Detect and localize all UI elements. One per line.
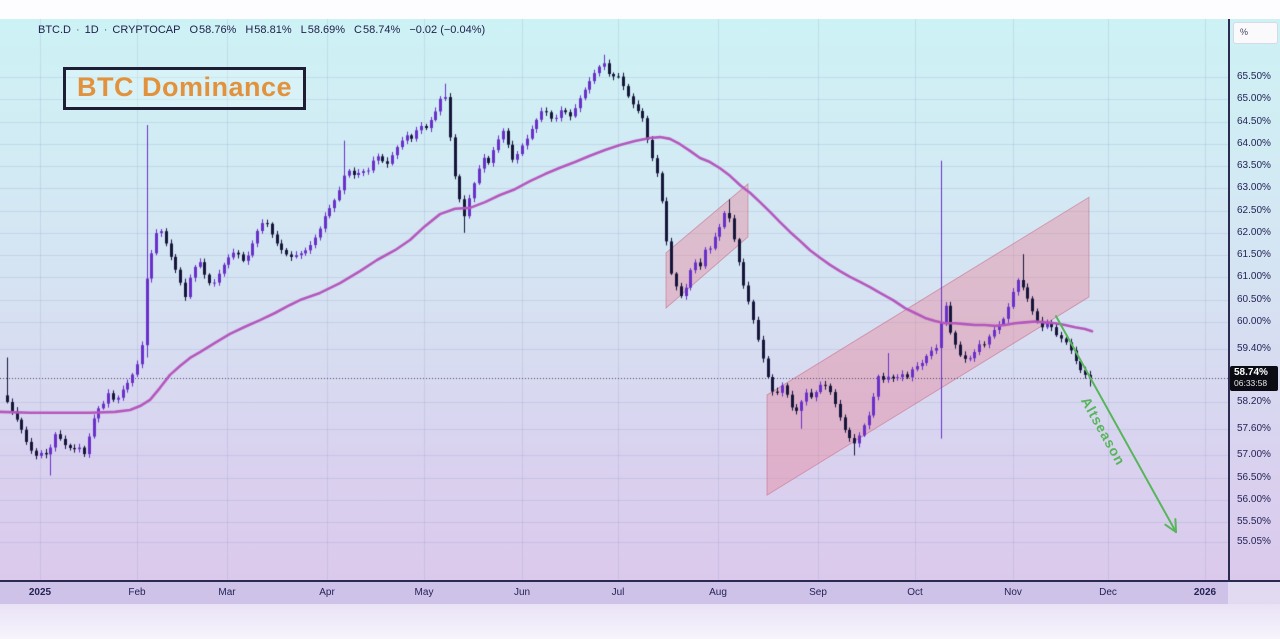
- time-axis[interactable]: 2025 Feb Mar Apr May Jun Jul Aug Sep Oct Nov Dec 202…: [0, 580, 1228, 604]
- price-axis[interactable]: % 58.74% 06:33:58 65.50% 65.00% 64.50% 64.0…: [1228, 19, 1280, 580]
- low-value: 58.69%: [307, 24, 346, 36]
- open-value: 58.76%: [199, 24, 237, 36]
- month-tick-label: 2025: [28, 587, 52, 598]
- price-tick-label: 55.50%: [1237, 516, 1271, 528]
- axis-corner: [1228, 580, 1280, 604]
- low-label: L: [300, 24, 307, 36]
- last-price-value: 58.74%: [1234, 367, 1268, 378]
- price-tick-label: 60.50%: [1237, 293, 1271, 305]
- price-tick-label: 59.40%: [1237, 342, 1271, 354]
- separator-dot: ·: [103, 24, 108, 36]
- price-tick-label: 60.00%: [1237, 315, 1271, 327]
- price-tick-label: 62.50%: [1237, 204, 1271, 216]
- last-price-badge: 58.74% 06:33:58: [1230, 366, 1278, 391]
- month-tick-label: Nov: [1004, 587, 1022, 598]
- price-tick-label: 61.00%: [1237, 271, 1271, 283]
- price-tick-label: 64.50%: [1237, 115, 1271, 127]
- chart-title-annotation[interactable]: BTC Dominance: [63, 67, 307, 110]
- price-tick-label: 57.00%: [1237, 449, 1271, 461]
- price-tick-label: 58.20%: [1237, 396, 1271, 408]
- symbol-name[interactable]: BTC.D: [38, 24, 71, 36]
- high-label: H: [245, 24, 254, 36]
- month-tick-label: Dec: [1099, 587, 1117, 598]
- close-value: 58.74%: [363, 24, 401, 36]
- price-tick-label: 64.00%: [1237, 137, 1271, 149]
- high-value: 58.81%: [254, 24, 292, 36]
- month-tick-label: 2026: [1193, 587, 1217, 598]
- separator-dot: ·: [76, 24, 80, 36]
- price-tick-label: 61.50%: [1237, 249, 1271, 261]
- bar-countdown: 06:33:58: [1234, 378, 1268, 388]
- price-tick-label: 56.00%: [1237, 494, 1271, 505]
- exchange-name[interactable]: CRYPTOCAP: [112, 24, 181, 36]
- month-tick-label: Apr: [319, 587, 335, 598]
- month-tick-label: Mar: [218, 587, 236, 598]
- price-tick-label: 63.00%: [1237, 182, 1271, 194]
- month-tick-label: Oct: [907, 587, 923, 598]
- price-tick-label: 57.60%: [1237, 422, 1271, 434]
- open-label: O: [189, 24, 199, 36]
- month-tick-label: Feb: [128, 587, 146, 598]
- price-tick-label: 56.50%: [1237, 471, 1271, 483]
- month-tick-label: May: [414, 587, 434, 598]
- month-tick-label: Jul: [611, 587, 625, 598]
- price-tick-label: 63.50%: [1237, 160, 1271, 172]
- percent-scale-button[interactable]: %: [1233, 22, 1278, 44]
- month-tick-label: Aug: [709, 587, 727, 598]
- window-top-strip: [0, 0, 1280, 19]
- symbol-info-bar: BTC.D · 1D · CRYPTOCAP O58.76% H58.81% L58.69% C…: [38, 24, 485, 37]
- month-tick-label: Sep: [809, 587, 827, 598]
- price-tick-label: 65.00%: [1237, 93, 1271, 105]
- price-tick-label: 62.00%: [1237, 226, 1271, 238]
- month-tick-label: Jun: [513, 587, 531, 598]
- timeframe[interactable]: 1D: [84, 24, 99, 36]
- window-bottom-strip: [0, 604, 1280, 639]
- price-tick-label: 65.50%: [1237, 70, 1271, 82]
- close-label: C: [354, 24, 362, 36]
- change-value: −0.02 (−0.04%): [409, 24, 486, 36]
- price-tick-label: 55.05%: [1237, 536, 1271, 548]
- chart-title-text: BTC Dominance: [77, 72, 293, 102]
